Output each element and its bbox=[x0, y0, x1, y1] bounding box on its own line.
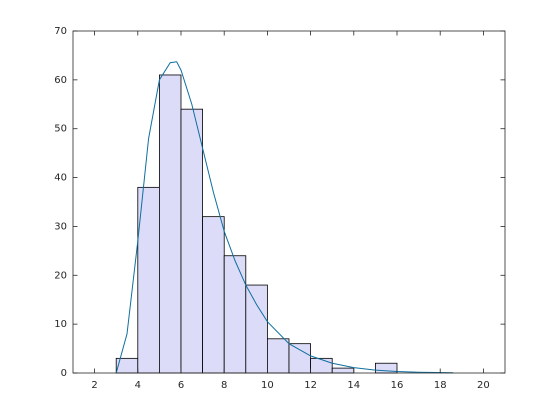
x-tick-label: 8 bbox=[221, 380, 227, 391]
bar bbox=[266, 338, 290, 374]
x-tick-label: 12 bbox=[304, 380, 317, 391]
bar bbox=[288, 343, 312, 374]
x-tick-label: 2 bbox=[91, 380, 97, 391]
axes-box bbox=[72, 30, 506, 374]
bar bbox=[158, 74, 182, 374]
bar bbox=[245, 284, 268, 374]
x-tick-label: 10 bbox=[261, 380, 274, 391]
y-tick-label: 20 bbox=[54, 270, 67, 281]
bar bbox=[331, 367, 355, 374]
y-tick-label: 10 bbox=[54, 319, 67, 330]
x-tick-label: 14 bbox=[347, 380, 360, 391]
bar bbox=[202, 216, 225, 374]
y-tick-label: 0 bbox=[61, 368, 67, 379]
bar bbox=[223, 255, 247, 374]
y-tick-label: 70 bbox=[54, 26, 67, 37]
x-tick-label: 20 bbox=[477, 380, 490, 391]
y-tick-label: 40 bbox=[54, 173, 67, 184]
fit-line bbox=[115, 61, 454, 374]
bar bbox=[137, 186, 160, 374]
x-tick-label: 6 bbox=[178, 380, 184, 391]
bar bbox=[310, 357, 333, 374]
x-tick-label: 4 bbox=[135, 380, 141, 391]
y-tick-label: 30 bbox=[54, 221, 67, 232]
x-tick-label: 16 bbox=[391, 380, 404, 391]
x-tick-label: 18 bbox=[434, 380, 447, 391]
bar bbox=[180, 108, 204, 374]
y-tick-label: 50 bbox=[54, 124, 67, 135]
y-tick-label: 60 bbox=[54, 75, 67, 86]
